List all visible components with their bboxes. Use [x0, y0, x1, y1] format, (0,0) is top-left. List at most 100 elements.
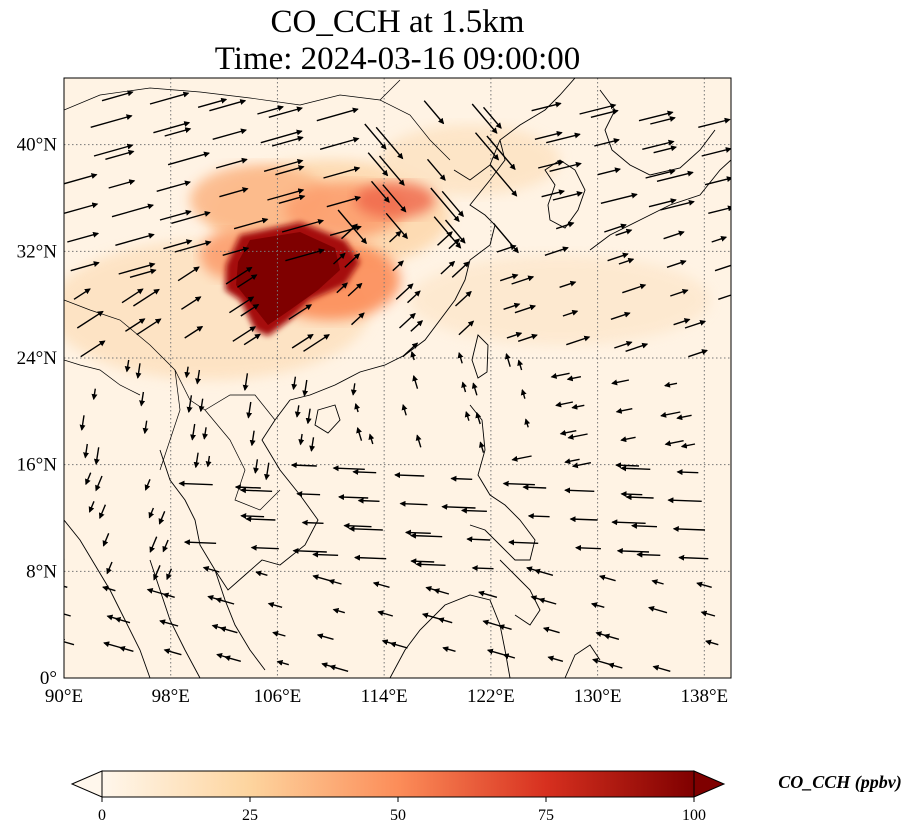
wind-arrow — [423, 100, 445, 125]
wind-arrow — [149, 536, 158, 553]
wind-arrow — [648, 606, 668, 614]
wind-arrow — [375, 126, 404, 160]
wind-arrow — [489, 164, 518, 197]
wind-arrow — [550, 372, 570, 379]
wind-arrow — [257, 105, 284, 115]
wind-arrow — [451, 261, 470, 278]
colorbar-tick-label: 0 — [98, 807, 106, 824]
wind-arrow — [705, 639, 719, 646]
wind-arrow — [642, 139, 675, 150]
wind-arrow — [111, 203, 154, 218]
wind-arrow — [263, 158, 304, 172]
wind-arrow — [676, 414, 692, 421]
wind-arrow — [564, 487, 595, 494]
wind-arrow — [181, 296, 202, 310]
wind-arrow — [98, 504, 107, 520]
wind-arrow — [159, 619, 179, 627]
wind-arrow — [673, 318, 691, 326]
colorbar-min-extend — [70, 770, 103, 798]
wind-arrow — [514, 304, 537, 314]
wind-arrow — [298, 433, 305, 446]
coastlines — [64, 78, 731, 678]
wind-arrow — [278, 194, 306, 204]
wind-arrow — [354, 403, 361, 413]
wind-arrow — [162, 539, 169, 553]
wind-arrow — [511, 275, 535, 285]
wind-arrow — [319, 136, 360, 150]
wind-arrow — [142, 420, 149, 435]
wind-arrow — [64, 613, 71, 617]
y-tick-label: 0° — [40, 668, 57, 689]
wind-arrow — [482, 619, 501, 627]
wind-arrow — [177, 266, 200, 282]
wind-arrow — [410, 351, 417, 361]
wind-arrow — [464, 410, 471, 421]
wind-arrow — [442, 646, 456, 653]
wind-arrow — [115, 232, 155, 246]
wind-arrow — [156, 180, 191, 192]
wind-arrow — [625, 342, 649, 352]
wind-arrow — [93, 447, 100, 465]
x-tick-labels: 90°E 98°E 106°E 114°E 122°E 130°E 138°E — [45, 686, 728, 707]
wind-arrow — [571, 462, 592, 469]
wind-arrow — [502, 480, 535, 487]
wind-arrow — [475, 411, 482, 425]
wind-arrow — [684, 320, 707, 329]
wind-arrow — [242, 373, 249, 391]
wind-arrow — [594, 138, 620, 147]
wind-arrow — [392, 260, 404, 272]
colorbar-label: CO_CCH (ppbv) — [778, 772, 902, 793]
wind-arrow — [114, 617, 131, 624]
wind-arrow — [496, 244, 517, 253]
wind-arrow — [101, 90, 134, 102]
wind-arrow — [466, 536, 491, 543]
wind-arrow — [243, 333, 261, 346]
wind-arrow — [555, 221, 575, 230]
wind-arrow — [209, 99, 247, 112]
wind-arrow — [471, 103, 498, 134]
wind-arrow — [701, 147, 731, 157]
wind-arrow — [326, 195, 362, 208]
wind-arrow — [394, 472, 425, 479]
wind-arrow — [410, 558, 435, 565]
wind-arrow — [559, 429, 577, 436]
wind-arrow — [272, 630, 286, 637]
colorbar-tick-label: 50 — [390, 807, 406, 824]
wind-arrow — [202, 565, 220, 573]
wind-arrow — [158, 511, 166, 525]
wind-arrow — [135, 363, 142, 379]
wind-arrow — [323, 166, 361, 179]
wind-arrow — [503, 302, 521, 310]
wind-arrow — [224, 655, 241, 662]
wind-arrow — [296, 490, 321, 497]
wind-arrow — [162, 592, 175, 599]
wind-arrow — [415, 434, 422, 448]
wind-arrow — [562, 309, 579, 317]
wind-arrow — [316, 107, 359, 122]
wind-arrow — [402, 342, 419, 358]
wind-arrow — [567, 433, 588, 440]
wind-arrow — [264, 462, 270, 481]
wind-arrow — [566, 375, 582, 382]
wind-arrow — [219, 187, 249, 198]
wind-arrow — [368, 433, 375, 445]
wind-arrow — [590, 602, 605, 609]
wind-arrow — [404, 529, 431, 536]
wind-arrow — [163, 239, 193, 250]
wind-arrow — [610, 311, 631, 320]
wind-arrow — [88, 501, 95, 513]
wind-arrow — [664, 381, 678, 388]
wind-arrow — [444, 219, 466, 244]
wind-arrow — [524, 418, 531, 428]
x-tick-label: 130°E — [574, 686, 622, 707]
wind-arrow — [351, 312, 365, 326]
colorbar: 0 25 50 75 100 CO_CCH (ppbv) — [70, 770, 902, 824]
wind-arrow — [378, 155, 405, 186]
wind-arrow — [538, 160, 564, 169]
wind-arrow — [64, 558, 65, 561]
wind-arrow — [433, 588, 450, 595]
wind-arrow — [183, 539, 217, 546]
wind-arrow — [700, 610, 716, 617]
wind-arrow — [344, 253, 361, 268]
concentration-field — [64, 78, 731, 678]
